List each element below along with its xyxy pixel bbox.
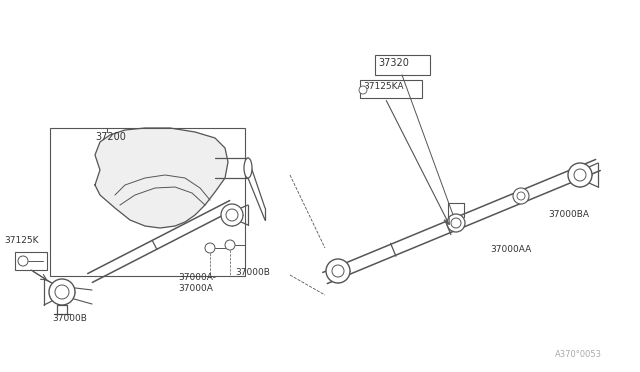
Text: 37000A: 37000A [178,284,213,293]
Circle shape [225,240,235,250]
Circle shape [205,243,215,253]
Circle shape [332,265,344,277]
Text: 37320: 37320 [378,58,409,68]
Text: 37125K: 37125K [4,236,38,245]
Bar [50,128,245,276]
Polygon shape [95,128,228,228]
Text: 37000AA: 37000AA [490,245,531,254]
Circle shape [568,163,592,187]
Circle shape [517,192,525,200]
Text: 37000BA: 37000BA [548,210,589,219]
Text: A370°0053: A370°0053 [555,350,602,359]
Circle shape [55,285,69,299]
Bar [15,252,47,270]
Circle shape [447,214,465,232]
Circle shape [359,86,367,94]
Text: 37200: 37200 [95,132,126,142]
Circle shape [513,188,529,204]
Circle shape [226,209,238,221]
Text: 37000A-: 37000A- [178,273,216,282]
Circle shape [326,259,350,283]
Bar [375,55,430,75]
Text: 37000B: 37000B [235,268,270,277]
Circle shape [18,256,28,266]
Text: 37000B: 37000B [52,314,87,323]
Text: 37125KA: 37125KA [363,82,403,91]
Circle shape [451,218,461,228]
Bar [360,80,422,98]
Ellipse shape [244,158,252,178]
Circle shape [49,279,75,305]
Circle shape [574,169,586,181]
Circle shape [221,204,243,226]
